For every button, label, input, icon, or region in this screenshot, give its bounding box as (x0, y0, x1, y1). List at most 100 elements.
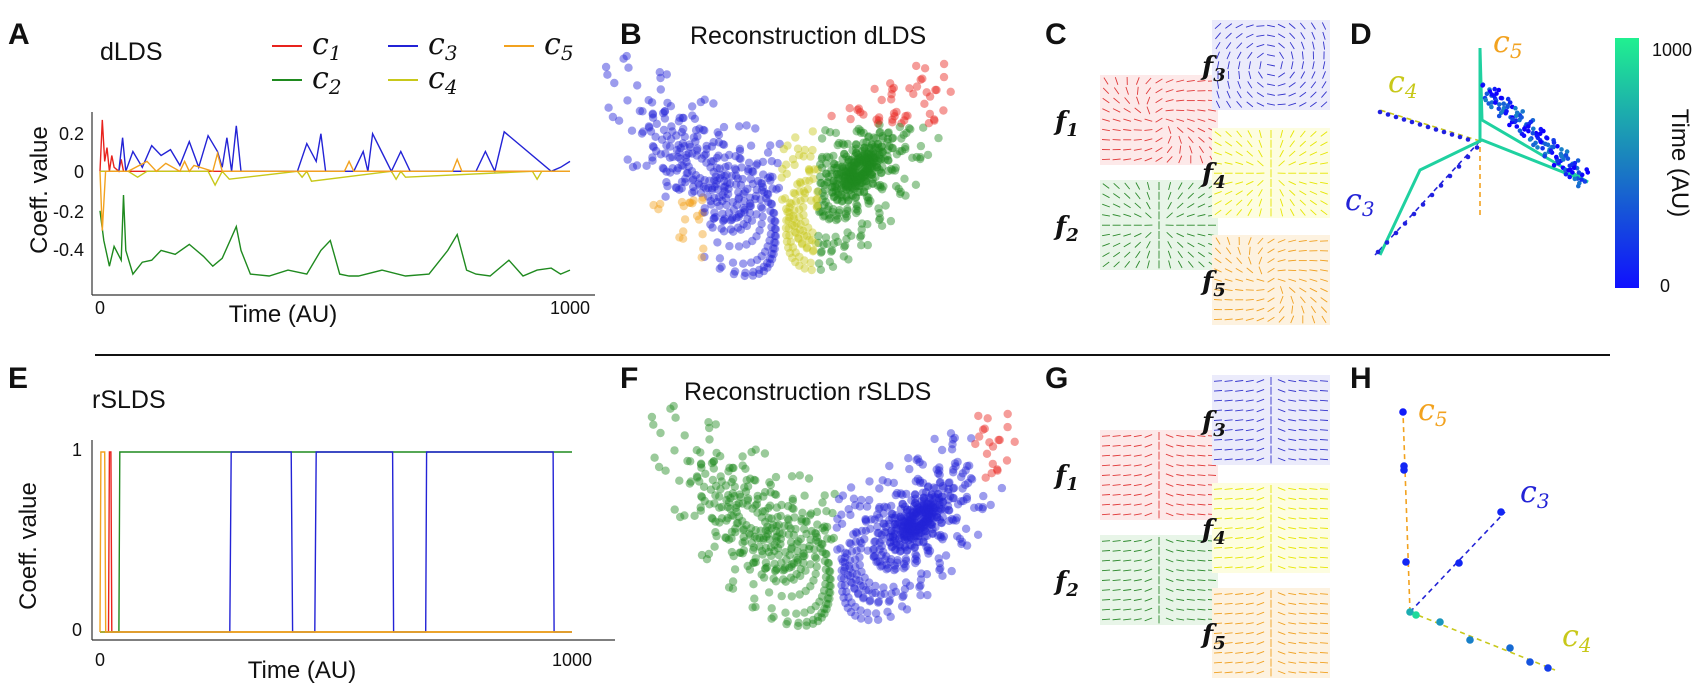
flow-streamline (1123, 129, 1132, 131)
trajectory-point (756, 202, 766, 211)
trajectory-point (896, 489, 905, 498)
flow-field-f1: f1 (1053, 430, 1218, 520)
flow-streamline (1197, 214, 1206, 217)
trajectory-point (884, 156, 893, 165)
flow-streamline (1113, 97, 1120, 104)
trajectory-point (757, 546, 767, 556)
flow-streamline (1312, 61, 1315, 70)
panel-letter-c: C (1045, 18, 1067, 51)
flow-streamline (1291, 305, 1294, 314)
trajectory-point (945, 516, 954, 526)
flow-streamline (1197, 618, 1206, 621)
trajectory-point (901, 142, 910, 152)
flow-streamline (1112, 214, 1121, 217)
trajectory-point (701, 469, 710, 478)
flow-streamline (1224, 593, 1233, 595)
trajectory-point (827, 111, 836, 121)
trajectory-point (908, 511, 917, 521)
flow-streamline (1245, 641, 1254, 645)
flow-streamline (1235, 278, 1244, 282)
trajectory-point (840, 563, 850, 572)
flow-streamline (1299, 81, 1306, 89)
trajectory-point (758, 507, 767, 516)
trajectory-point (856, 606, 865, 615)
trajectory-point (778, 566, 788, 575)
flow-streamline (1216, 61, 1220, 70)
trajectory-point (728, 474, 738, 484)
flow-streamline (1277, 23, 1286, 29)
flow-label-f1: f1 (1053, 107, 1079, 141)
trajectory-point (868, 179, 877, 188)
trajectory-point (610, 78, 619, 88)
trajectory-point (835, 206, 844, 215)
trajectory-point (913, 508, 922, 518)
flow-streamline (1267, 316, 1275, 322)
trajectory-point (898, 529, 907, 539)
trajectory-point (918, 501, 927, 511)
flow-streamline (1197, 559, 1206, 562)
trajectory-point (854, 172, 863, 182)
trajectory-point (652, 146, 661, 156)
flow-streamline (1309, 507, 1318, 510)
trajectory-point (859, 155, 868, 164)
flow-streamline (1197, 569, 1206, 572)
trajectory-point (807, 236, 817, 245)
trajectory-point (709, 464, 718, 473)
trajectory-point (949, 484, 958, 493)
series-line-c1 (99, 119, 570, 173)
trajectory-point (675, 233, 684, 242)
trajectory-point (751, 526, 760, 535)
flow-streamline (1236, 101, 1243, 108)
trajectory-point (728, 258, 738, 267)
flow-streamline (1133, 474, 1142, 477)
trajectory-point (861, 154, 871, 163)
flow-streamline (1309, 278, 1318, 282)
trajectory-point (805, 176, 814, 185)
trajectory-point (678, 139, 688, 148)
trajectory-point (841, 180, 850, 190)
trajectory-point (936, 505, 946, 514)
trajectory-point (719, 183, 728, 192)
trajectory-point (801, 566, 810, 575)
trajectory-point (882, 552, 891, 561)
trajectory-point (748, 179, 758, 189)
trajectory-point (888, 118, 897, 127)
flow-streamline (1213, 566, 1223, 569)
trajectory-point (691, 126, 701, 135)
trajectory-point (867, 170, 876, 179)
trajectory-point (927, 513, 937, 522)
trajectory-point (697, 463, 706, 472)
coef-point (1411, 211, 1417, 217)
trajectory-point (931, 85, 940, 95)
trajectory-point (900, 116, 909, 125)
flow-streamline (1245, 298, 1254, 301)
trajectory-point (750, 532, 759, 541)
flow-streamline (1198, 182, 1205, 190)
trajectory-point (852, 208, 861, 218)
trajectory-point (899, 130, 908, 139)
trajectory-point (768, 184, 777, 193)
trajectory-point (807, 196, 816, 205)
trajectory-point (953, 532, 962, 541)
flow-streamline (1248, 61, 1251, 70)
flow-streamline (1133, 618, 1142, 621)
trajectory-point (740, 205, 749, 214)
trajectory-point (935, 478, 945, 488)
flow-streamline (1146, 191, 1151, 200)
trajectory-point (794, 233, 803, 243)
trajectory-point (729, 463, 738, 473)
trajectory-point (993, 466, 1002, 475)
coef-point (1530, 130, 1536, 136)
trajectory-point (1002, 456, 1012, 465)
trajectory-point (853, 154, 863, 164)
trajectory-point (887, 95, 896, 104)
trajectory-point (787, 562, 796, 571)
trajectory-point (822, 159, 831, 168)
flow-streamline (1145, 212, 1152, 219)
trajectory-point (834, 170, 843, 180)
trajectory-point (843, 228, 852, 237)
trajectory-point (904, 522, 914, 532)
trajectory-point (799, 210, 808, 220)
trajectory-point (980, 424, 989, 433)
trajectory-point (769, 244, 778, 253)
